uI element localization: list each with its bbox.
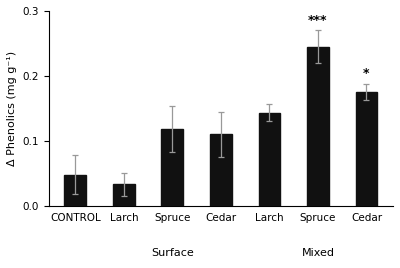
Bar — [356, 92, 378, 206]
Text: Surface: Surface — [151, 248, 194, 259]
Text: ***: *** — [308, 13, 328, 27]
Bar — [307, 47, 329, 206]
Text: Mixed: Mixed — [302, 248, 334, 259]
Text: *: * — [363, 67, 370, 80]
Bar — [258, 113, 280, 206]
Bar — [64, 174, 86, 206]
Y-axis label: Δ Phenolics (mg g⁻¹): Δ Phenolics (mg g⁻¹) — [7, 51, 17, 166]
Bar — [162, 129, 183, 206]
Bar — [210, 134, 232, 206]
Bar — [113, 184, 135, 206]
